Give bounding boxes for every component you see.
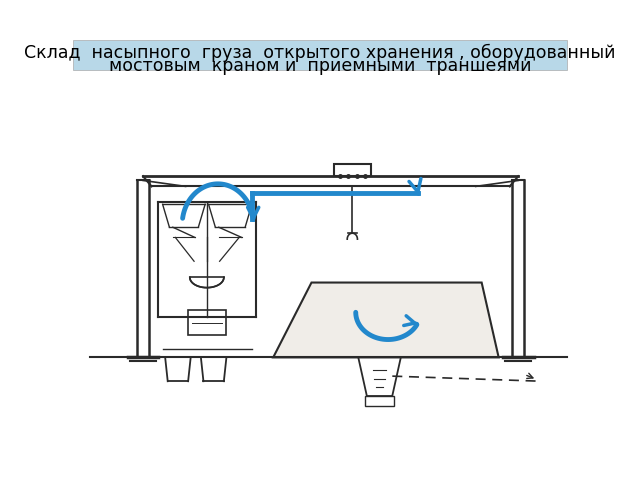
FancyBboxPatch shape	[188, 310, 227, 336]
Circle shape	[180, 349, 188, 358]
Text: Склад  насыпного  груза  открытого хранения , оборудованный: Склад насыпного груза открытого хранения…	[24, 44, 616, 62]
Circle shape	[164, 349, 173, 358]
Text: мостовым  краном и  приемными  траншеями: мостовым краном и приемными траншеями	[109, 57, 531, 74]
Circle shape	[227, 349, 235, 358]
FancyBboxPatch shape	[73, 40, 567, 70]
Polygon shape	[273, 283, 499, 358]
Circle shape	[539, 372, 552, 385]
Circle shape	[242, 349, 250, 358]
Circle shape	[273, 350, 283, 360]
Circle shape	[196, 349, 205, 358]
FancyBboxPatch shape	[365, 396, 394, 406]
FancyBboxPatch shape	[333, 164, 371, 176]
